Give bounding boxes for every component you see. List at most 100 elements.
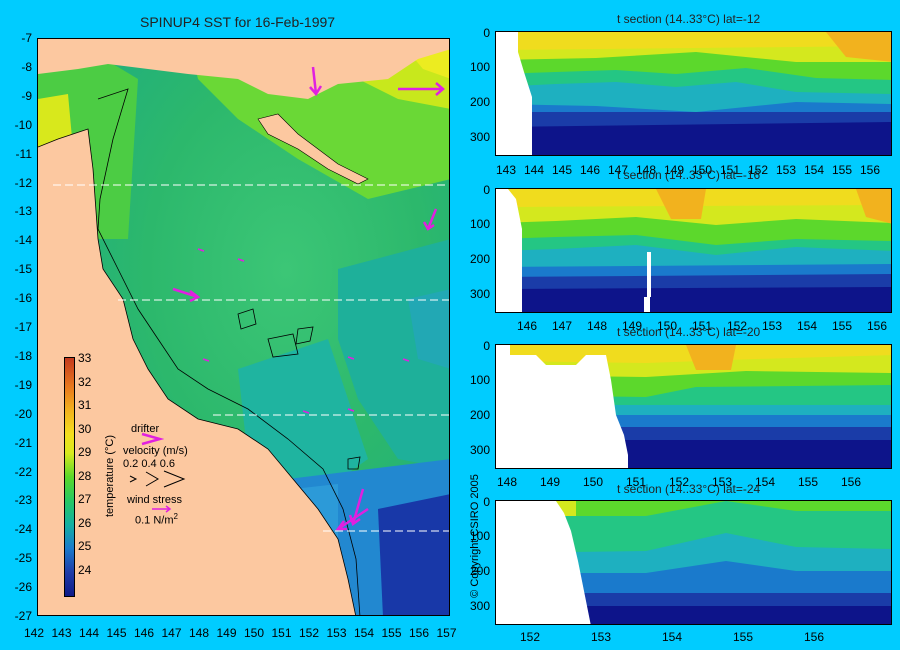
- lon-tick: 149: [664, 163, 685, 177]
- lon-tick: 151: [720, 163, 741, 177]
- colorbar-tick: 31: [78, 398, 92, 412]
- wind-arrow: [422, 208, 438, 231]
- depth-tick: 100: [469, 217, 490, 231]
- section-title-20: t section (14..33°C) lat=-20: [617, 325, 761, 339]
- sst-map: [37, 38, 450, 616]
- lon-tick: 154: [804, 163, 825, 177]
- section-lon-ticks-24: 152 153 154 155 156: [495, 630, 895, 644]
- lon-tick: 148: [587, 319, 608, 333]
- section-plot-16: [495, 188, 892, 313]
- lon-tick: 146: [580, 163, 601, 177]
- lon-tick: 148: [497, 475, 518, 489]
- section-title-16: t section (14..33°C) lat=-16: [617, 168, 761, 182]
- lon-tick: 145: [552, 163, 573, 177]
- section-title-12: t section (14..33°C) lat=-12: [617, 12, 761, 26]
- section-plot-24: [495, 500, 892, 625]
- depth-tick: 100: [469, 373, 490, 387]
- lon-tick: 151: [271, 626, 292, 640]
- lon-tick: 150: [657, 319, 678, 333]
- colorbar-tick: 30: [78, 421, 92, 436]
- lat-tick: -13: [14, 204, 32, 219]
- lon-tick: 152: [520, 630, 541, 644]
- lon-tick: 146: [134, 626, 155, 640]
- lon-tick: 156: [841, 475, 862, 489]
- lat-tick: -22: [14, 464, 32, 479]
- lon-tick: 154: [662, 630, 683, 644]
- colorbar-tick: 25: [78, 539, 92, 553]
- map-lon-ticks: 142 143 144 145 146 147 148 149 150 151 …: [24, 626, 464, 642]
- lon-tick: 155: [798, 475, 819, 489]
- legend-velocity-values: 0.2 0.4 0.6: [123, 458, 175, 470]
- drifter-mark: [302, 410, 310, 414]
- reef-4: [347, 456, 361, 470]
- lat-tick: -23: [14, 493, 32, 508]
- lon-tick: 143: [51, 626, 72, 640]
- wind-arrow: [172, 287, 201, 303]
- lon-tick: 153: [591, 630, 612, 644]
- reef-3: [295, 326, 314, 345]
- reef-1: [237, 308, 257, 330]
- lon-tick: 155: [832, 319, 853, 333]
- depth-tick: 300: [469, 443, 490, 457]
- lat-tick: -10: [14, 117, 32, 132]
- depth-tick: 200: [469, 408, 490, 422]
- lat-tick: -16: [14, 291, 32, 306]
- lon-tick: 156: [867, 319, 888, 333]
- lat-tick: -9: [21, 88, 32, 103]
- lon-tick: 153: [712, 475, 733, 489]
- png-land: [38, 39, 449, 99]
- section-svg-12: [496, 32, 891, 155]
- lon-tick: 152: [727, 319, 748, 333]
- lon-tick: 142: [24, 626, 45, 640]
- cold-patch-east: [408, 289, 449, 369]
- australia-land: [38, 129, 356, 615]
- reef-2: [267, 333, 299, 358]
- lat-tick: -18: [14, 348, 32, 363]
- lat-tick: -17: [14, 320, 32, 334]
- coastline: [38, 128, 356, 615]
- map-title: SPINUP4 SST for 16-Feb-1997: [140, 14, 336, 30]
- colorbar-tick: 29: [78, 445, 92, 459]
- shelf-contour: [97, 88, 361, 615]
- lon-tick: 144: [79, 626, 100, 640]
- lon-tick: 154: [354, 626, 375, 640]
- lat-tick: -7: [21, 31, 32, 45]
- map-lat-ticks: -7 -8 -9 -10 -11 -12 -13 -14 -15 -16 -17…: [0, 31, 32, 631]
- colorbar-tick: 32: [78, 374, 92, 389]
- section-svg-24: [496, 501, 891, 624]
- drifter-mark: [402, 358, 410, 362]
- lon-tick: 147: [552, 319, 573, 333]
- lon-tick: 156: [860, 163, 881, 177]
- lon-tick: 147: [161, 626, 182, 640]
- islands-ne: [257, 113, 369, 185]
- lon-tick: 153: [776, 163, 797, 177]
- depth-tick: 300: [469, 599, 490, 613]
- lat-tick: -27: [14, 609, 32, 623]
- colorbar-tick: 27: [78, 492, 92, 506]
- lon-tick: 149: [622, 319, 643, 333]
- colorbar-tick: 33: [78, 351, 92, 365]
- drifter-mark: [347, 408, 355, 412]
- lon-tick: 143: [496, 163, 517, 177]
- lat-tick: -21: [14, 435, 32, 450]
- depth-tick: 0: [483, 495, 490, 509]
- lon-tick: 149: [216, 626, 237, 640]
- depth-tick: 100: [469, 529, 490, 543]
- lat-tick: -8: [21, 59, 32, 74]
- lon-tick: 149: [540, 475, 561, 489]
- depth-tick: 300: [469, 287, 490, 301]
- section-lon-ticks-12: 143 144 145 146 147 148 149 150 151 152 …: [495, 163, 895, 177]
- drifter-mark: [202, 358, 210, 362]
- section-svg-16: [496, 189, 891, 312]
- section-lon-ticks-16: 146 147 148 149 150 151 152 153 154 155 …: [495, 319, 895, 333]
- legend-wind-label: wind stress: [127, 494, 183, 506]
- drifter-mark: [197, 248, 205, 252]
- depth-tick: 0: [483, 183, 490, 197]
- lon-tick: 146: [517, 319, 538, 333]
- lon-tick: 150: [692, 163, 713, 177]
- lon-tick: 148: [189, 626, 210, 640]
- sst-map-svg: [38, 39, 449, 615]
- legend-wind-value: 0.1 N/m2: [135, 512, 178, 527]
- wind-stress-arrows: [172, 66, 445, 531]
- lon-tick: 156: [409, 626, 430, 640]
